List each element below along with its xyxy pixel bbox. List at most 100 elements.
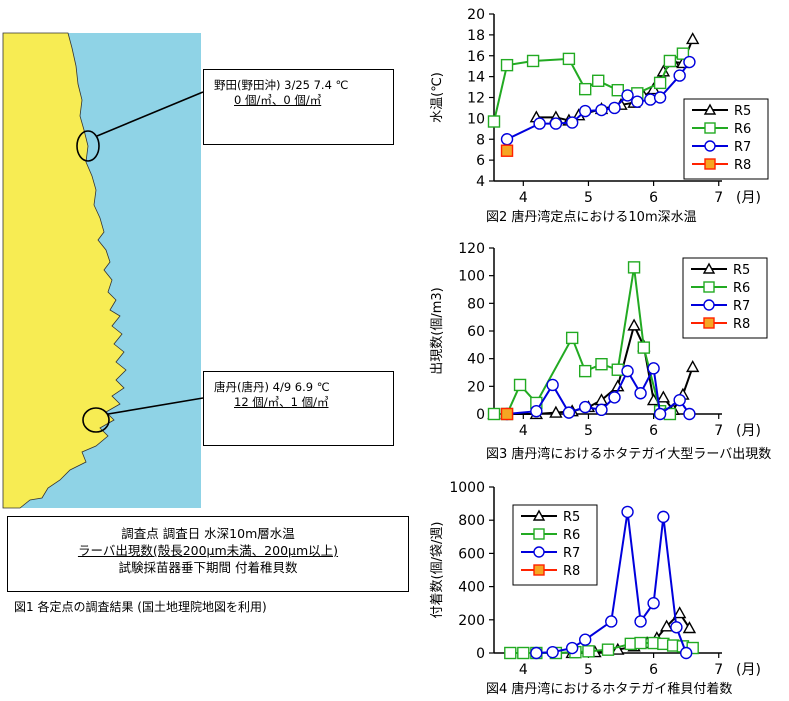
chart2-y-tick-label: 8 xyxy=(476,132,485,148)
chart2-legend-R6-label: R6 xyxy=(734,122,751,137)
chart3-y-tick-label: 120 xyxy=(458,241,485,257)
chart4-legend-R5-marker xyxy=(532,509,546,521)
chart4-series-R6-point xyxy=(530,646,543,660)
chart2-series-R6-point xyxy=(663,54,677,68)
chart2-legend-R8-marker xyxy=(704,158,716,170)
chart3-legend-R7-label: R7 xyxy=(733,299,750,314)
chart2-series-R7-point xyxy=(579,104,592,118)
chart2-x-tick-label: 4 xyxy=(519,190,528,206)
chart2-series-R6-line xyxy=(493,52,684,122)
chart3-legend-R7-marker xyxy=(703,299,715,311)
chart2-series-R6-point xyxy=(611,83,624,97)
map xyxy=(2,32,204,509)
chart3-legend-R5-marker xyxy=(702,262,716,274)
chart2-y-tick-label: 14 xyxy=(467,70,485,86)
chart4-series-R7-point xyxy=(546,645,559,659)
chart2-series-R7-point xyxy=(631,95,644,108)
chart3-y-label: 出現数(個/m3) xyxy=(430,287,445,374)
noda-marker xyxy=(76,130,100,162)
chart4-caption: 図4 唐丹湾におけるホタテガイ稚貝付着数 xyxy=(486,681,732,697)
chart3-series-R7-point xyxy=(608,391,621,404)
chart2-series-R5-point xyxy=(685,32,700,45)
chart2-series-R5-point xyxy=(637,89,651,102)
chart4-series-R7-point xyxy=(634,615,647,628)
chart2-series-R7-point xyxy=(533,117,546,130)
chart4-x-tick-label: 5 xyxy=(584,662,593,678)
chart2-series-R6-point xyxy=(592,74,605,88)
chart4-series-R5-point xyxy=(672,606,687,619)
chart3-series-R7-point xyxy=(530,405,543,418)
chart3-series-R8-point xyxy=(500,407,514,421)
chart3-series-R5-point xyxy=(666,402,680,415)
chart2-series-R5-point xyxy=(614,97,628,110)
chart2-series-R7-point xyxy=(549,117,563,130)
chart3-series-R6-point xyxy=(611,363,624,376)
chart4-x-unit: (月) xyxy=(736,662,761,678)
chart4-legend-R7-label: R7 xyxy=(563,546,580,561)
chart3-series-R7-point xyxy=(653,407,667,421)
chart4-series-R5-point xyxy=(650,631,664,644)
chart2-y-tick-label: 4 xyxy=(476,174,485,190)
chart3-y-tick-label: 0 xyxy=(476,407,485,423)
chart2-series-R7-point xyxy=(683,55,696,69)
chart4-x-tick-label: 7 xyxy=(714,662,723,678)
chart2-legend-R5-marker xyxy=(703,103,717,115)
chart4-series-R7-point xyxy=(530,646,543,660)
touni-station-label: 唐丹(唐丹) 4/9 6.9 ℃ xyxy=(214,380,330,394)
chart3-series-R5-point xyxy=(637,339,651,352)
chart4-series-R5-point xyxy=(640,636,654,649)
chart3-series-R5-point xyxy=(611,379,625,392)
touni-leader xyxy=(107,397,204,415)
noda-callout: 野田(野田沖) 3/25 7.4 ℃ 0 個/㎥、0 個/㎥ xyxy=(203,69,394,145)
chart2-legend-R7-label: R7 xyxy=(734,140,751,155)
chart2-series-R5-point xyxy=(562,113,576,126)
chart3-series-R5-point xyxy=(529,407,544,420)
chart4-y-tick-label: 600 xyxy=(458,546,485,562)
chart3-series-R6-point xyxy=(653,405,667,418)
chart2-series-R5-point xyxy=(676,56,690,69)
chart4-legend-R8-label: R8 xyxy=(563,564,580,579)
noda-station-label: 野田(野田沖) 3/25 7.4 ℃ xyxy=(214,78,349,92)
chart3-series-R6-point xyxy=(637,341,651,354)
chart4-series-R7-point xyxy=(670,621,683,634)
chart4-x-tick-label: 6 xyxy=(649,662,658,678)
map-legend-line3: 試験採苗器垂下期間 付着稚貝数 xyxy=(118,560,298,575)
chart2-series-R6-point xyxy=(487,115,501,128)
chart4-series-R5-point xyxy=(565,646,579,659)
chart4-series-R6-line xyxy=(510,642,693,654)
chart2-series-R6-point xyxy=(562,52,576,66)
chart2-legend-R7-marker xyxy=(704,140,716,152)
chart3-series-R5-point xyxy=(549,405,563,418)
figure1-caption: 図1 各定点の調査結果 (国土地理院地図を利用) xyxy=(14,600,267,614)
chart2-series-R6-point xyxy=(500,58,514,72)
chart4-series-R5-point xyxy=(627,639,641,652)
chart3-series-R5-point xyxy=(646,393,661,406)
chart3-series-R6-point xyxy=(500,407,514,421)
chart2-x-unit: (月) xyxy=(736,190,761,206)
chart4-series-R5-point xyxy=(611,642,625,655)
chart3-y-tick-label: 20 xyxy=(467,379,485,395)
chart2-series-R6-point xyxy=(526,54,540,68)
chart2-x-tick-label: 7 xyxy=(714,190,723,206)
chart4-legend-R6-label: R6 xyxy=(563,528,580,543)
chart2-series-R7-point xyxy=(565,116,579,129)
chart2-series-R7-point xyxy=(595,103,608,117)
chart3-x-tick-label: 6 xyxy=(649,423,658,439)
chart3-series-R5-point xyxy=(656,390,671,403)
chart2-series-R5-point xyxy=(666,55,680,68)
chart3-series-R7-point xyxy=(621,364,634,378)
chart2-y-tick-label: 12 xyxy=(467,91,485,107)
chart3-series-R6-point xyxy=(530,396,543,410)
chart4-series-R6-point xyxy=(582,645,595,658)
chart4-x-tick-label: 4 xyxy=(519,662,528,678)
chart2-legend-R8-label: R8 xyxy=(734,158,751,173)
touni-marker xyxy=(82,407,110,433)
chart3-legend xyxy=(682,257,768,339)
chart4-series-R7-point xyxy=(621,505,634,519)
chart2-series-R7-line xyxy=(506,61,691,141)
chart4-series-R7-point xyxy=(647,597,660,610)
map-legend-box: 調査点 調査日 水深10m層水温 ラーバ出現数(殻長200μm未満、200μm以… xyxy=(7,516,409,592)
chart3-series-R6-point xyxy=(663,407,677,421)
chart2-series-R5-line xyxy=(536,38,694,122)
chart4-series-R7-point xyxy=(565,641,579,655)
